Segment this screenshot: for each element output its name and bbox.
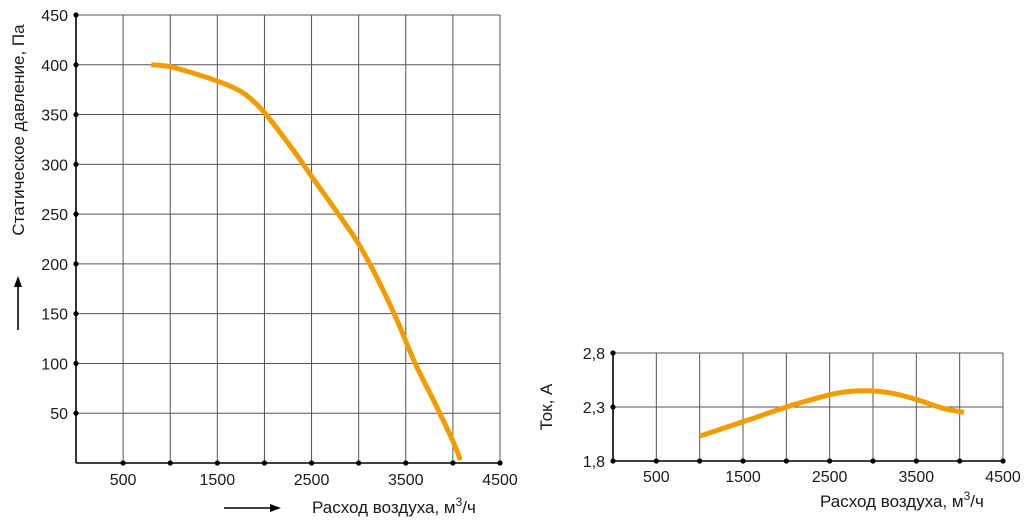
pressure-x-tick-label: 500: [110, 472, 137, 489]
pressure-axes: [73, 12, 503, 466]
pressure-y-tick-dot: [73, 161, 79, 167]
current-chart: 1,8 2,3 2,8 500 1500 2500 3500 4500 Ток, А Расх…: [537, 346, 1021, 511]
current-x-tick-dot: [653, 458, 659, 464]
current-x-tick-dot: [827, 458, 833, 464]
pressure-y-tick-dot: [73, 360, 79, 367]
pressure-y-tick-label: 150: [41, 307, 68, 324]
pressure-y-tick-label: 200: [41, 257, 68, 274]
pressure-series: [151, 62, 463, 461]
pressure-series-line: [151, 62, 463, 461]
pressure-y-tick-label: 400: [41, 58, 68, 75]
pressure-y-tick-label: 100: [41, 356, 68, 373]
pressure-y-tick-dot: [73, 211, 79, 217]
pressure-y-tick-label: 250: [41, 207, 68, 224]
pressure-chart: 50 100 150 200 250 300 350 400 450 500 1500 2500 350…: [9, 8, 518, 517]
pressure-x-tick-dot: [403, 460, 409, 466]
pressure-y-tick-dot: [73, 410, 79, 416]
current-axes: [610, 350, 1006, 464]
pressure-x-tick-label: 4500: [482, 472, 518, 489]
pressure-x-axis-label: Расход воздуха, м3/ч: [312, 495, 476, 517]
pressure-y-tick-dot: [73, 12, 79, 18]
current-x-tick-label: 2500: [812, 469, 848, 486]
pressure-x-tick-dot: [450, 460, 456, 466]
current-x-tick-label: 1500: [725, 469, 761, 486]
current-x-axis-label: Расход воздуха, м3/ч: [820, 489, 984, 511]
pressure-tick-labels: 50 100 150 200 250 300 350 400 450 500 1500 2500 350…: [41, 8, 518, 489]
current-grid: [613, 352, 1004, 461]
pressure-y-tick-label: 350: [41, 108, 68, 125]
pressure-x-tick-label: 2500: [294, 472, 330, 489]
pressure-x-tick-dot: [214, 460, 220, 466]
pressure-y-arrow-icon: [14, 276, 22, 330]
current-x-tick-dot: [913, 458, 919, 464]
current-y-tick-label: 2,3: [583, 400, 605, 417]
current-x-tick-dot: [870, 458, 876, 464]
pressure-grid: [76, 14, 501, 463]
pressure-y-tick-dot: [73, 311, 79, 317]
current-y-axis-label: Ток, А: [537, 383, 556, 430]
pressure-y-tick-label: 50: [50, 406, 68, 423]
current-x-tick-label: 4500: [985, 469, 1021, 486]
pressure-x-tick-label: 1500: [200, 472, 236, 489]
pressure-y-axis-label: Статическое давление, Па: [9, 24, 28, 236]
current-x-tick-label: 500: [643, 469, 670, 486]
pressure-y-tick-dot: [73, 111, 79, 118]
pressure-x-tick-dot: [356, 460, 362, 466]
current-y-tick-dot: [610, 404, 616, 410]
pressure-x-tick-dot: [261, 460, 268, 466]
current-y-tick-label: 2,8: [583, 346, 605, 363]
current-x-tick-dot: [740, 458, 746, 464]
current-x-tick-dot: [783, 458, 789, 464]
current-y-tick-label: 1,8: [583, 454, 605, 471]
current-x-tick-dot: [1000, 458, 1006, 464]
pressure-y-tick-dot: [73, 261, 79, 267]
current-x-tick-label: 3500: [899, 469, 935, 486]
current-series-line: [698, 388, 965, 439]
pressure-x-arrow-icon: [224, 504, 281, 512]
current-y-tick-dot: [610, 458, 616, 464]
current-x-tick-dot: [957, 458, 963, 464]
current-tick-labels: 1,8 2,3 2,8 500 1500 2500 3500 4500: [583, 346, 1021, 486]
pressure-y-tick-label: 450: [41, 8, 68, 25]
pressure-x-tick-dot: [167, 460, 173, 466]
pressure-x-tick-dot: [120, 460, 126, 466]
pressure-x-tick-dot: [497, 460, 503, 466]
current-series: [698, 388, 965, 439]
pressure-y-tick-dot: [73, 62, 79, 68]
pressure-y-tick-label: 300: [41, 157, 68, 174]
pressure-x-tick-label: 3500: [388, 472, 424, 489]
pressure-x-tick-dot: [308, 460, 315, 466]
current-x-tick-dot: [697, 458, 703, 464]
current-y-tick-dot: [610, 350, 616, 356]
